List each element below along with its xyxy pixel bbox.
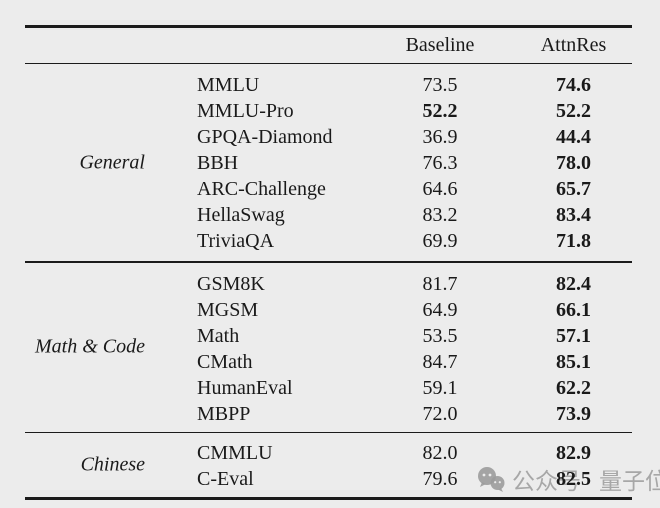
- header-rule: [25, 62, 632, 64]
- table-row: BBH 76.3 78.0: [25, 150, 632, 176]
- section-rule-2: [25, 431, 632, 433]
- benchmark-name: GPQA-Diamond: [197, 126, 333, 148]
- baseline-value: 72.0: [422, 402, 458, 425]
- table-row: MMLU 73.5 74.6: [25, 72, 632, 98]
- table-row: MGSM 64.9 66.1: [25, 297, 632, 323]
- attnres-value: 83.4: [556, 204, 591, 226]
- attnres-value: 62.2: [556, 376, 591, 399]
- baseline-value: 76.3: [422, 152, 458, 174]
- header-attnres: AttnRes: [540, 33, 607, 56]
- baseline-value: 36.9: [422, 126, 458, 148]
- table-row: GPQA-Diamond 36.9 44.4: [25, 124, 632, 150]
- attnres-value: 57.1: [556, 324, 591, 347]
- section-math-code: Math & Code GSM8K 81.7 82.4 MGSM 64.9 66…: [25, 263, 632, 432]
- baseline-value: 53.5: [422, 324, 458, 347]
- attnres-value: 82.4: [556, 272, 591, 295]
- table-top-rule: [25, 25, 632, 28]
- watermark-text-right: 量子位: [599, 468, 660, 494]
- section-general: General MMLU 73.5 74.6 MMLU-Pro 52.2 52.…: [25, 64, 632, 261]
- benchmark-table: Baseline AttnRes General MMLU 73.5 74.6 …: [25, 25, 632, 500]
- table-row: CMath 84.7 85.1: [25, 349, 632, 375]
- benchmark-name: TriviaQA: [197, 230, 275, 252]
- benchmark-name: CMath: [197, 350, 253, 373]
- watermark-text-left: 公众号: [512, 468, 581, 494]
- attnres-value: 82.9: [556, 442, 591, 464]
- table-row: ARC-Challenge 64.6 65.7: [25, 176, 632, 202]
- benchmark-name: GSM8K: [197, 272, 265, 295]
- benchmark-name: BBH: [197, 152, 239, 174]
- section-chinese: Chinese CMMLU 82.0 82.9 C-Eval 79.6 82.5: [25, 433, 632, 497]
- attnres-value: 74.6: [556, 74, 591, 96]
- attnres-value: 71.8: [556, 230, 591, 252]
- table-row: HumanEval 59.1 62.2: [25, 375, 632, 401]
- table-row: HellaSwag 83.2 83.4: [25, 202, 632, 228]
- benchmark-name: MMLU: [197, 74, 260, 96]
- benchmark-name: C-Eval: [197, 468, 254, 490]
- benchmark-name: MMLU-Pro: [197, 100, 294, 122]
- attnres-value: 52.2: [556, 100, 591, 122]
- table-header-row: Baseline AttnRes: [25, 28, 632, 63]
- table-row: Math 53.5 57.1: [25, 323, 632, 349]
- table-row: TriviaQA 69.9 71.8: [25, 228, 632, 254]
- watermark: 公众号 量子位: [476, 462, 660, 496]
- baseline-value: 64.9: [422, 298, 458, 321]
- baseline-value: 73.5: [422, 74, 458, 96]
- benchmark-name: CMMLU: [197, 442, 273, 464]
- table-row: MBPP 72.0 73.9: [25, 401, 632, 427]
- header-baseline: Baseline: [405, 33, 475, 56]
- wechat-icon: [478, 467, 505, 492]
- baseline-value: 79.6: [422, 468, 458, 490]
- attnres-value: 82.5: [556, 468, 591, 490]
- section-rule-1: [25, 261, 632, 263]
- benchmark-name: ARC-Challenge: [197, 178, 326, 200]
- attnres-value: 66.1: [556, 298, 591, 321]
- table-row: C-Eval 79.6 82.5: [25, 466, 632, 492]
- group-label-general: General: [79, 151, 145, 173]
- benchmark-name: HumanEval: [197, 376, 293, 399]
- baseline-value: 81.7: [422, 272, 458, 295]
- attnres-value: 44.4: [556, 126, 591, 148]
- attnres-value: 65.7: [556, 178, 591, 200]
- baseline-value: 82.0: [422, 442, 458, 464]
- attnres-value: 73.9: [556, 402, 591, 425]
- table-row: MMLU-Pro 52.2 52.2: [25, 98, 632, 124]
- benchmark-name: MGSM: [197, 298, 259, 321]
- benchmark-name: HellaSwag: [197, 204, 285, 226]
- attnres-value: 85.1: [556, 350, 591, 373]
- group-label-chinese: Chinese: [80, 453, 145, 476]
- group-label-math-code: Math & Code: [35, 335, 145, 358]
- table-bottom-rule: [25, 497, 632, 500]
- baseline-value: 69.9: [422, 230, 458, 252]
- baseline-value: 59.1: [422, 376, 458, 399]
- benchmark-name: Math: [197, 324, 240, 347]
- table-row: CMMLU 82.0 82.9: [25, 440, 632, 466]
- baseline-value: 52.2: [422, 100, 458, 122]
- baseline-value: 84.7: [422, 350, 458, 373]
- baseline-value: 64.6: [422, 178, 458, 200]
- attnres-value: 78.0: [556, 152, 591, 174]
- baseline-value: 83.2: [422, 204, 458, 226]
- benchmark-name: MBPP: [197, 402, 251, 425]
- table-row: GSM8K 81.7 82.4: [25, 271, 632, 297]
